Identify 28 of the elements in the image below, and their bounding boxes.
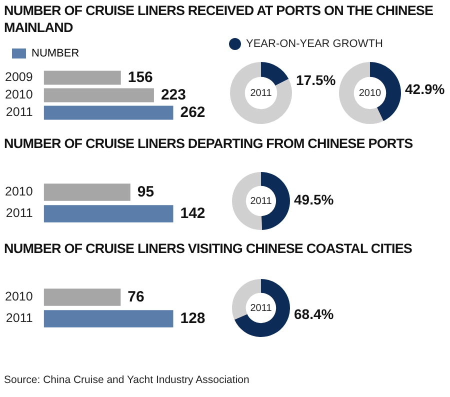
y-tick-label: 2011 [6,105,33,120]
text: NUMBER OF CRUISE LINERS RECEIVED AT PORTS ON THE CHINESE MAINLAND [4,2,434,36]
data-label: 156 [128,68,153,86]
y-tick-label: 2010 [4,88,33,102]
data-label: 142 [180,204,206,222]
text: 2010 [358,88,382,99]
data-label: 76 [128,288,144,306]
data-label: 17.5% [296,72,336,88]
data-label: 42.9% [405,80,446,97]
y-tick-label: 2011 [6,311,33,326]
data-label: 95 [137,183,154,200]
y-tick-label: 2011 [6,206,33,220]
legend-label: YEAR-ON-YEAR GROWTH [246,38,383,50]
y-tick-label: 2009 [4,70,33,84]
legend-label: NUMBER [32,48,80,60]
source-note: Source: China Cruise and Yacht Industry Association [4,374,250,386]
data-label: 128 [180,310,206,327]
y-tick-label: 2010 [4,184,33,199]
text: 2011 [250,196,272,207]
y-tick-label: 2010 [4,290,33,304]
data-label: 223 [160,86,186,104]
data-label: 68.4% [294,306,334,322]
data-label: 262 [180,104,206,121]
text: NUMBER OF CRUISE LINERS DEPARTING FROM CHINESE PORTS [4,135,414,152]
text: NUMBER OF CRUISE LINERS VISITING CHINESE COASTAL CITIES [4,240,414,257]
data-label: 49.5% [294,192,334,208]
text: 2011 [250,88,272,99]
text: 2011 [250,302,272,314]
